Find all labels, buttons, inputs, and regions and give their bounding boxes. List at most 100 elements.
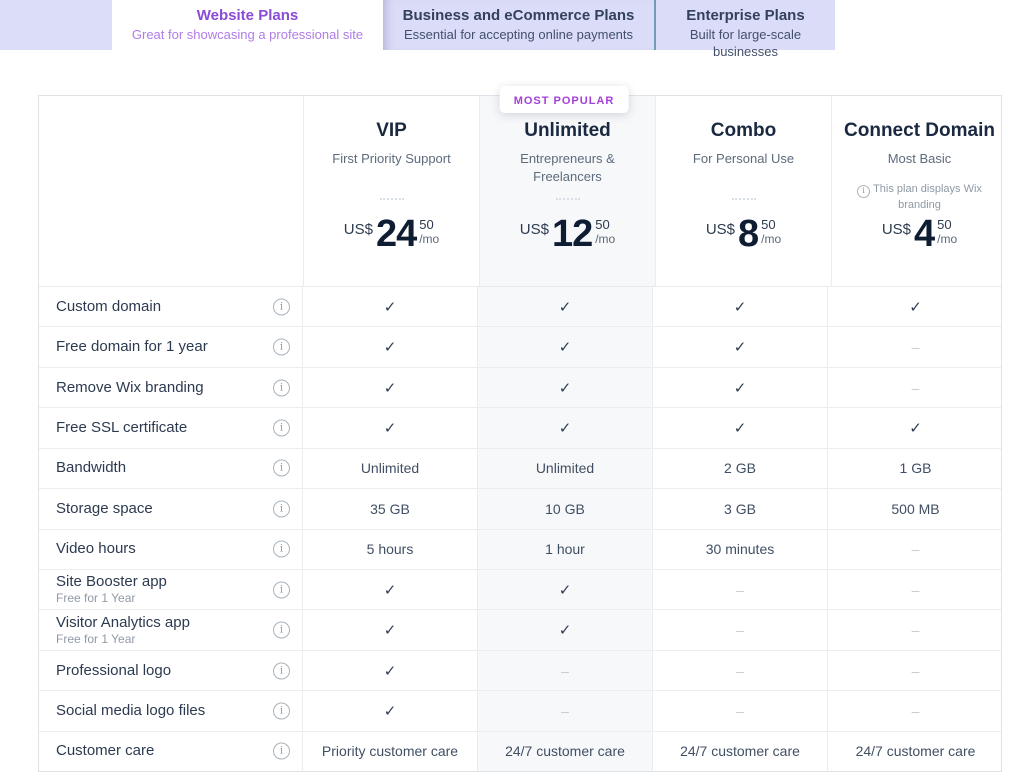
feature-label-cell: Video hours i — [39, 529, 303, 569]
feature-value-cell: ✓ — [653, 287, 828, 327]
plan-note-text: This plan displays Wix branding — [873, 183, 982, 211]
dash-icon: – — [911, 702, 920, 719]
feature-value-cell: 1 GB — [828, 449, 1003, 488]
feature-label: Free domain for 1 year — [56, 338, 208, 356]
feature-label-cell: Free domain for 1 year i — [39, 327, 303, 367]
tab-business-ecommerce-plans[interactable]: Business and eCommerce Plans Essential f… — [383, 0, 654, 50]
feature-value-cell: ✓ — [478, 408, 653, 448]
plan-price: US$ 4 50 /mo — [832, 214, 1007, 254]
dash-icon: – — [736, 702, 744, 719]
feature-value-cell: ✓ — [653, 367, 828, 408]
plan-name: Unlimited — [524, 120, 611, 141]
feature-label: Professional logo — [56, 661, 172, 679]
plan-type-tabbar: Website Plans Great for showcasing a pro… — [0, 0, 1024, 59]
info-icon[interactable]: i — [273, 500, 290, 518]
info-icon[interactable]: i — [273, 540, 290, 558]
table-row: Visitor Analytics app Free for 1 Year i … — [39, 610, 1001, 651]
price-cents: 50 — [761, 217, 776, 232]
check-icon: ✓ — [733, 298, 747, 316]
pricing-table: VIP First Priority Support US$ 24 50 /mo… — [38, 95, 1002, 772]
feature-label-cell: Visitor Analytics app Free for 1 Year i — [39, 610, 303, 650]
feature-label: Video hours — [56, 540, 136, 558]
most-popular-label: MOST POPULAR — [513, 95, 615, 107]
feature-value-cell: ✓ — [478, 327, 653, 367]
check-icon: ✓ — [558, 622, 572, 640]
feature-value-cell: ✓ — [478, 367, 653, 408]
header-dotted-divider — [379, 198, 404, 200]
feature-value: 1 GB — [899, 460, 932, 477]
price-amount: 24 — [375, 213, 417, 255]
plan-price: US$ 24 50 /mo — [304, 214, 479, 254]
tab-title: Enterprise Plans — [686, 7, 805, 24]
check-icon: ✓ — [383, 298, 397, 316]
feature-value-cell: – — [828, 691, 1003, 730]
info-icon[interactable]: i — [273, 621, 290, 639]
check-icon: ✓ — [733, 419, 747, 437]
feature-sublabel: Free for 1 Year — [56, 591, 136, 606]
feature-label: Customer care — [56, 742, 155, 760]
feature-value-cell: – — [828, 530, 1003, 569]
info-icon[interactable]: i — [273, 419, 290, 437]
feature-value-cell: 1 hour — [478, 529, 653, 569]
plan-name: Combo — [710, 120, 777, 141]
feature-value-cell: 24/7 customer care — [478, 731, 653, 772]
plan-header-combo: Combo For Personal Use US$ 8 50 /mo — [656, 96, 832, 286]
price-cents: 50 — [419, 217, 434, 232]
feature-value-cell: 5 hours — [303, 529, 478, 569]
table-row: Custom domain i ✓ ✓ ✓ ✓ — [39, 287, 1001, 328]
tab-website-plans[interactable]: Website Plans Great for showcasing a pro… — [112, 0, 383, 50]
feature-value: Unlimited — [360, 460, 420, 477]
table-row: Site Booster app Free for 1 Year i ✓ ✓ – – — [39, 569, 1001, 611]
dash-icon: – — [736, 662, 744, 679]
dash-icon: – — [911, 541, 920, 558]
feature-label-cell: Bandwidth i — [39, 448, 303, 489]
check-icon: ✓ — [733, 379, 747, 397]
plan-price: US$ 12 50 /mo — [480, 214, 655, 254]
feature-value-cell: ✓ — [303, 569, 478, 610]
dash-icon: – — [911, 581, 920, 598]
check-icon: ✓ — [383, 702, 397, 720]
dash-icon: – — [736, 622, 744, 639]
feature-value-cell: 500 MB — [828, 489, 1003, 528]
feature-label: Social media logo files — [56, 701, 206, 719]
dash-icon: – — [911, 662, 920, 679]
feature-value-cell: ✓ — [303, 691, 478, 731]
info-icon[interactable]: i — [273, 459, 290, 477]
feature-value-cell: – — [653, 610, 828, 650]
feature-value-cell: – — [653, 650, 828, 691]
plan-name: Connect Domain — [844, 120, 995, 141]
info-icon[interactable]: i — [273, 581, 290, 599]
feature-value-cell: 30 minutes — [653, 529, 828, 569]
feature-label-cell: Customer care i — [39, 731, 303, 772]
price-cents: 50 — [595, 217, 610, 232]
feature-label: Bandwidth — [56, 459, 127, 477]
info-icon[interactable]: i — [273, 379, 290, 397]
plan-subtitle: Most Basic — [887, 151, 952, 166]
feature-label: Site Booster app — [56, 573, 167, 591]
feature-value-cell: ✓ — [478, 287, 653, 327]
feature-value-cell: 10 GB — [478, 489, 653, 529]
info-icon[interactable]: i — [273, 338, 290, 356]
info-icon[interactable]: i — [273, 702, 290, 720]
check-icon: ✓ — [909, 419, 922, 437]
feature-label: Visitor Analytics app — [56, 613, 190, 631]
table-row: Free SSL certificate i ✓ ✓ ✓ ✓ — [39, 408, 1003, 449]
feature-value-cell: – — [653, 569, 828, 610]
feature-label-cell: Custom domain i — [39, 287, 303, 327]
feature-value-cell: 24/7 customer care — [828, 732, 1003, 771]
feature-value-cell: ✓ — [303, 287, 478, 327]
price-period: /mo — [937, 232, 958, 246]
feature-label-cell: Site Booster app Free for 1 Year i — [39, 569, 303, 610]
info-icon[interactable]: i — [273, 742, 290, 760]
plan-name: VIP — [376, 120, 407, 141]
feature-label-cell: Storage space i — [39, 489, 303, 529]
info-icon[interactable]: i — [273, 298, 290, 316]
feature-value-cell: ✓ — [303, 367, 478, 408]
tab-subtitle: Built for large-scale businesses — [689, 27, 802, 59]
dash-icon: – — [911, 339, 920, 356]
info-icon[interactable]: i — [273, 662, 290, 679]
tab-enterprise-plans[interactable]: Enterprise Plans Built for large-scale b… — [656, 0, 835, 59]
feature-value: Unlimited — [535, 460, 595, 477]
check-icon: ✓ — [383, 339, 397, 357]
feature-value-cell: ✓ — [828, 408, 1003, 447]
